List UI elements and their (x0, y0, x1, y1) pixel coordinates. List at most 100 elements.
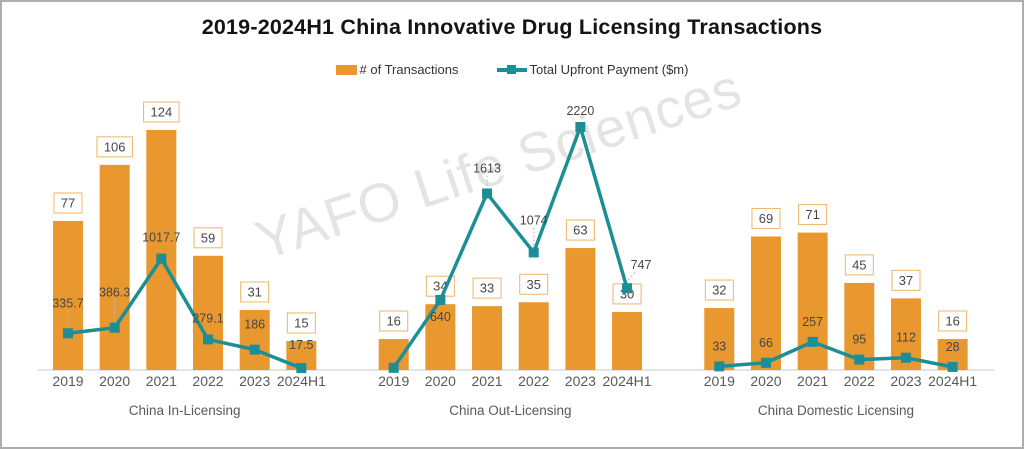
bar-value-label: 32 (712, 283, 726, 298)
year-tick-label: 2022 (518, 373, 549, 389)
upfront-line (67, 256, 302, 370)
year-tick-label: 2021 (471, 373, 502, 389)
bar (797, 232, 828, 370)
upfront-line (719, 340, 953, 369)
upfront-marker (482, 188, 493, 199)
bar-value-label: 124 (150, 105, 172, 120)
upfront-value-label: 1017.7 (142, 231, 180, 245)
year-tick-label: 2019 (52, 373, 83, 389)
upfront-marker (622, 283, 633, 294)
upfront-marker (575, 122, 586, 132)
upfront-marker (760, 357, 771, 368)
group-label: China Out-Licensing (449, 403, 571, 418)
upfront-marker (854, 354, 865, 365)
chart-title: 2019-2024H1 China Innovative Drug Licens… (201, 15, 823, 39)
legend-line-marker-icon (506, 65, 516, 74)
upfront-line (392, 125, 629, 369)
bar-value-label: 33 (480, 281, 494, 296)
upfront-value-label: 33 (712, 339, 726, 353)
upfront-marker (296, 363, 307, 374)
upfront-value-label: 386.3 (99, 286, 130, 300)
bar-value-label: 77 (61, 195, 75, 210)
group-label: China Domestic Licensing (758, 403, 914, 418)
bar-value-box (565, 219, 595, 241)
year-tick-label: 2022 (844, 373, 875, 389)
year-tick-label: 2023 (890, 373, 921, 389)
year-tick-label: 2023 (565, 373, 596, 389)
bar-value-label: 16 (945, 314, 959, 329)
bar-value-label: 59 (201, 230, 215, 245)
bar-value-label: 69 (759, 211, 773, 226)
year-tick-label: 2023 (239, 373, 270, 389)
bar (99, 164, 130, 370)
bar-value-box (143, 101, 180, 123)
bar-value-box (286, 312, 316, 334)
legend-bar-swatch-icon (335, 64, 357, 75)
upfront-marker (388, 362, 399, 373)
legend-item-transactions: # of Transactions (335, 62, 459, 77)
legend-line-swatch-icon (496, 65, 527, 74)
year-tick-label: 2021 (146, 373, 177, 389)
bar-value-label: 63 (573, 223, 587, 238)
upfront-marker (714, 361, 725, 372)
upfront-value-label: 2220 (566, 104, 594, 118)
upfront-marker (435, 294, 446, 305)
upfront-marker (156, 253, 167, 264)
upfront-value-label: 66 (759, 336, 773, 350)
bar-value-label: 35 (526, 277, 540, 292)
bar (750, 236, 781, 370)
bar (518, 302, 549, 370)
year-tick-label: 2020 (99, 373, 130, 389)
bar (565, 248, 596, 370)
bar-value-label: 16 (386, 314, 400, 329)
bar (239, 310, 270, 370)
year-tick-label: 2024H1 (277, 373, 326, 389)
bar-value-box (704, 279, 734, 301)
bar-value-label: 15 (294, 315, 308, 330)
upfront-marker (249, 344, 260, 355)
bar-value-label: 45 (852, 257, 866, 272)
legend-item-upfront: Total Upfront Payment ($m) (496, 62, 689, 77)
bar (193, 255, 224, 370)
bar-value-box (751, 207, 781, 229)
upfront-value-label: 112 (896, 331, 916, 345)
bar (146, 130, 177, 370)
upfront-value-label: 279.1 (192, 311, 223, 325)
bar-value-box (96, 136, 133, 158)
bar-value-box (938, 310, 968, 332)
upfront-value-label: 640 (430, 310, 451, 324)
bar-value-box (891, 269, 921, 291)
bar-value-label: 71 (805, 207, 819, 222)
leader-line (626, 271, 636, 282)
upfront-marker (203, 334, 214, 345)
year-tick-label: 2024H1 (603, 373, 652, 389)
bar-value-box (193, 227, 223, 249)
legend-line-label: Total Upfront Payment ($m) (529, 62, 689, 77)
bar-value-label: 31 (247, 285, 261, 300)
bar-value-box (519, 273, 549, 295)
legend: # of Transactions Total Upfront Payment … (2, 62, 1022, 77)
bar-value-box (844, 254, 874, 276)
upfront-value-label: 335.7 (52, 296, 83, 310)
upfront-value-label: 186 (244, 318, 265, 332)
bar (612, 311, 643, 370)
group-label: China In-Licensing (129, 403, 241, 418)
upfront-marker (528, 247, 539, 258)
upfront-marker (900, 352, 911, 363)
bar-value-label: 37 (899, 273, 913, 288)
bar-value-box (798, 204, 828, 226)
year-tick-label: 2019 (704, 373, 735, 389)
bar-value-box (379, 310, 409, 332)
year-tick-label: 2022 (192, 373, 223, 389)
upfront-value-label: 747 (631, 258, 652, 272)
upfront-value-label: 257 (802, 315, 823, 329)
bar (53, 220, 83, 370)
bar-value-box (53, 192, 83, 214)
bar-value-box (472, 277, 502, 299)
legend-bar-label: # of Transactions (359, 62, 459, 77)
bar-value-label: 106 (104, 139, 126, 154)
upfront-value-label: 28 (946, 340, 960, 354)
upfront-value-label: 17.5 (289, 338, 313, 352)
